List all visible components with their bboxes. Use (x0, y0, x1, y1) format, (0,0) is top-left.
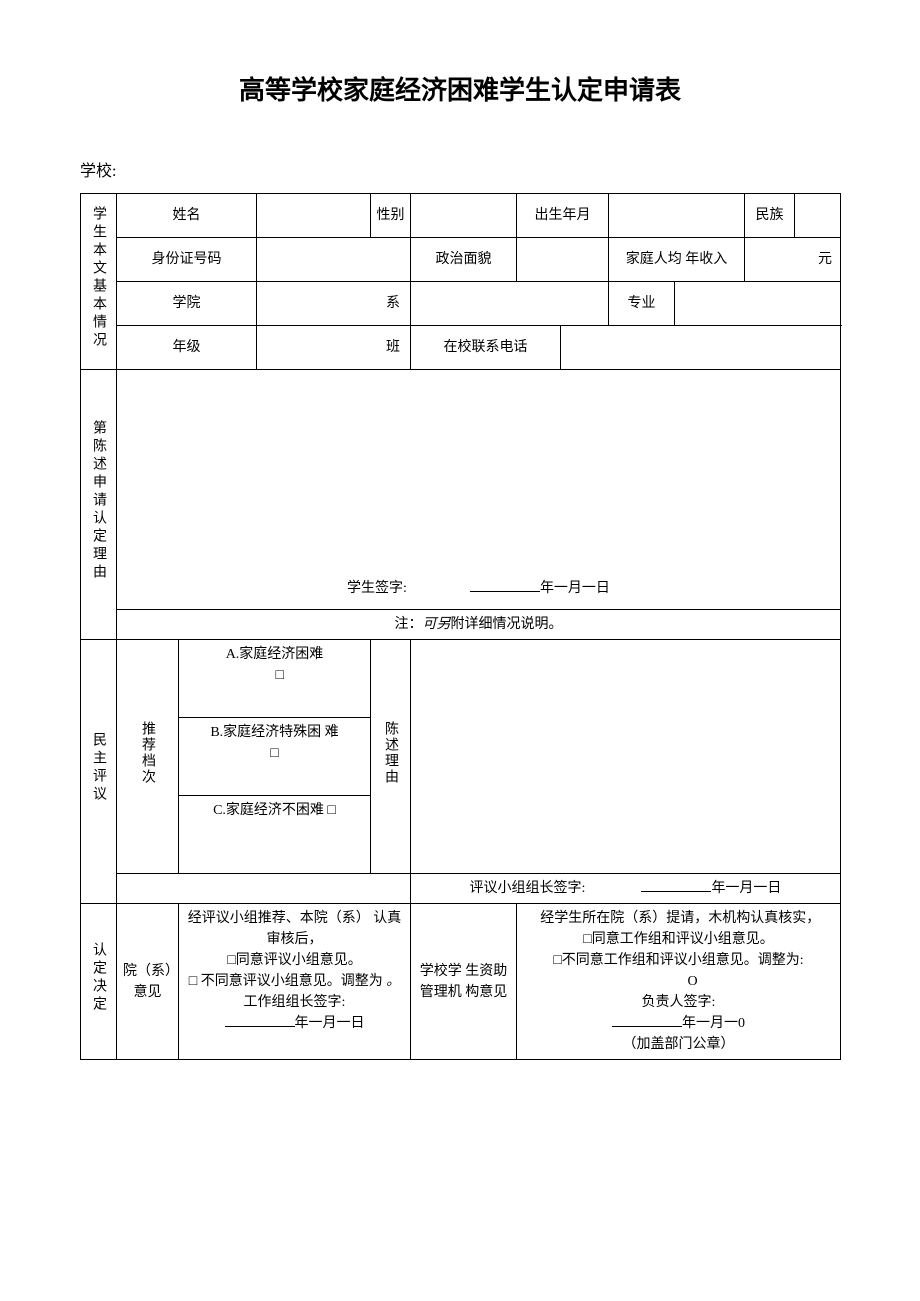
option-a[interactable]: A.家庭经济困难 □ (179, 640, 371, 718)
review-reason-label: 陈述理由 (371, 640, 411, 874)
option-c[interactable]: C.家庭经济不困难 □ (179, 796, 371, 874)
dept-opinion-label: 院（系）意见 (117, 904, 179, 1060)
option-b[interactable]: B.家庭经济特殊困 难□ (179, 718, 371, 796)
reason-text-area[interactable]: 学生签字: 年一月一日 (117, 370, 841, 610)
label-nation: 民族 (745, 194, 795, 238)
label-class: 班 (257, 326, 411, 370)
label-dept: 系 (257, 282, 411, 326)
review-sig-row: 评议小组组长签字: 年一月一日 (411, 874, 841, 904)
section-reason-header: 第陈述申请认定理由 (81, 370, 117, 640)
field-income[interactable]: 元 (745, 238, 841, 282)
rec-level-label: 推荐档次 (117, 640, 179, 874)
field-nation[interactable] (795, 194, 841, 238)
section-basic-header: 学生本文基本情况 (81, 194, 117, 370)
label-idcard: 身份证号码 (117, 238, 257, 282)
label-phone: 在校联系电话 (411, 326, 561, 370)
review-spacer (117, 874, 411, 904)
student-sig-label: 学生签字: (347, 581, 407, 596)
school-opinion-text[interactable]: 经学生所在院（系）提请，木机构认真核实， □同意工作组和评议小组意见。 □不同意… (517, 904, 841, 1060)
label-grade: 年级 (117, 326, 257, 370)
field-politics[interactable] (517, 238, 609, 282)
page-title: 高等学校家庭经济困难学生认定申请表 (80, 70, 840, 107)
field-birth[interactable] (609, 194, 745, 238)
label-birth: 出生年月 (517, 194, 609, 238)
school-opinion-label: 学校学 生资助 管理机 构意见 (411, 904, 517, 1060)
label-major: 专业 (609, 282, 675, 326)
field-gender[interactable] (411, 194, 517, 238)
label-gender: 性别 (371, 194, 411, 238)
field-phone[interactable] (561, 326, 841, 370)
section-review-header: 民主评议 (81, 640, 117, 904)
field-idcard[interactable] (257, 238, 411, 282)
school-label: 学校: (80, 157, 840, 181)
field-name[interactable] (257, 194, 371, 238)
review-reason-area[interactable] (411, 640, 841, 874)
student-sig-date: 年一月一日 (540, 581, 610, 596)
label-income: 家庭人均 年收入 (609, 238, 745, 282)
field-dept[interactable] (411, 282, 609, 326)
dept-opinion-text[interactable]: 经评议小组推荐、本院（系） 认真审核后， □同意评议小组意见。 □ 不同意评议小… (179, 904, 411, 1060)
label-college: 学院 (117, 282, 257, 326)
application-form: 学生本文基本情况 姓名 性别 出生年月 民族 身份证号码 政治面貌 家庭人均 年… (80, 193, 841, 1060)
field-major[interactable] (675, 282, 841, 326)
label-name: 姓名 (117, 194, 257, 238)
section-decision-header: 认定决定 (81, 904, 117, 1060)
reason-note: 注：可另附详细情况说明。 (117, 610, 841, 640)
label-politics: 政治面貌 (411, 238, 517, 282)
